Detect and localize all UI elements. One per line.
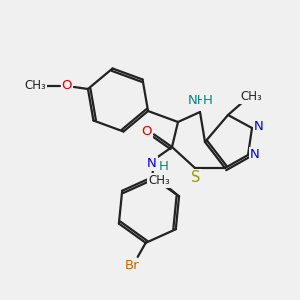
Text: O: O [62, 80, 72, 92]
Text: N: N [147, 157, 157, 170]
Text: S: S [191, 170, 201, 185]
Text: O: O [142, 125, 152, 138]
Text: Br: Br [124, 259, 139, 272]
Text: N: N [250, 148, 260, 161]
Text: N: N [254, 121, 264, 134]
Text: CH₃: CH₃ [240, 91, 262, 103]
Text: H: H [203, 94, 213, 106]
Text: NH: NH [188, 94, 208, 106]
Text: CH₃: CH₃ [24, 80, 46, 92]
Text: H: H [159, 160, 169, 173]
Text: CH₃: CH₃ [148, 174, 170, 187]
